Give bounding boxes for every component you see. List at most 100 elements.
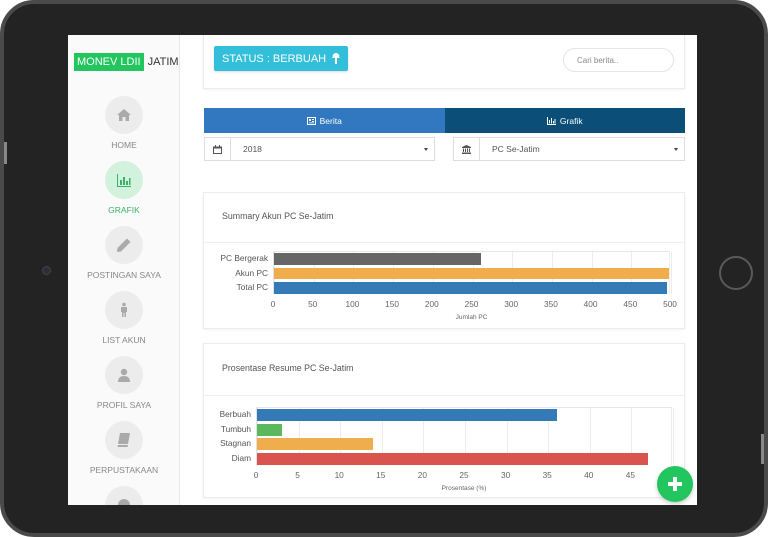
brand-logo[interactable]: MONEV LDII JATIM (74, 53, 179, 71)
x-tick-label: 500 (663, 299, 677, 309)
bar-tumbuh[interactable] (257, 423, 282, 436)
x-tick-label: 450 (623, 299, 638, 309)
gridline (673, 408, 674, 465)
bar-total-pc[interactable] (274, 282, 668, 294)
status-label: STATUS : BERBUAH (222, 52, 327, 65)
chart-title: Summary Akun PC Se-Jatim (222, 211, 334, 221)
x-tick-label: 400 (583, 299, 598, 309)
sidebar-item-postingan[interactable]: POSTINGAN SAYA (68, 226, 180, 280)
tab-grafik[interactable]: Grafik (444, 108, 685, 133)
bar-pc-bergerak[interactable] (274, 253, 482, 265)
sidebar-item-label: PERPUSTAKAAN (89, 465, 159, 475)
sidebar-item-perpustakaan[interactable]: PERPUSTAKAAN (68, 421, 180, 475)
x-tick-label: 20 (417, 470, 428, 480)
header-card: STATUS : BERBUAH Cari berita.. (203, 35, 685, 89)
percentage-chart: 0 5 10 15 20 25 30 35 40 45 Berbuah Tumbuh Stagnan Di… (204, 401, 686, 496)
sidebar-item-profil[interactable]: PROFIL SAYA (68, 356, 180, 410)
x-tick-label: 0 (253, 470, 259, 480)
region-select[interactable]: PC Se-Jatim (480, 138, 684, 160)
gridline (671, 252, 672, 294)
sidebar-item-help[interactable] (68, 486, 180, 505)
sidebar-item-label: LIST AKUN (102, 335, 146, 345)
institution-icon (462, 144, 471, 154)
help-icon (118, 499, 130, 505)
caret-down-icon (674, 147, 678, 151)
tab-label: Berita (319, 115, 342, 126)
sidebar-item-home[interactable]: HOME (68, 96, 180, 150)
x-tick-label: 150 (385, 299, 400, 309)
newspaper-icon (306, 116, 316, 125)
app-screen: MONEV LDII JATIM HOME GRAFIK POSTINGAN S… (68, 35, 697, 505)
x-tick-label: 35 (542, 470, 552, 480)
x-tick-label: 300 (504, 299, 519, 309)
chart-title: Prosentase Resume PC Se-Jatim (222, 363, 354, 373)
tab-berita[interactable]: Berita (204, 108, 445, 133)
plot-area (256, 407, 674, 465)
plot-area (273, 251, 672, 294)
divider (204, 395, 684, 396)
tree-icon (332, 53, 341, 64)
home-icon (117, 109, 131, 121)
main-content: STATUS : BERBUAH Cari berita.. Berita Gr… (180, 35, 697, 505)
x-tick-label: 40 (584, 470, 594, 480)
y-category-label: Tumbuh (220, 423, 251, 434)
plus-icon (668, 477, 682, 491)
x-tick-label: 5 (295, 470, 300, 480)
brand-rest: JATIM (147, 56, 179, 68)
bar-chart-icon (546, 116, 556, 125)
divider (204, 242, 684, 243)
home-button[interactable] (719, 256, 753, 290)
bar-chart-icon (117, 174, 131, 187)
x-tick-label: 25 (459, 470, 469, 480)
x-tick-label: 15 (376, 470, 386, 480)
tab-label: Grafik (559, 115, 583, 126)
y-category-label: Diam (231, 452, 251, 463)
x-axis-label: Jumlah PC (455, 314, 488, 321)
x-tick-label: 10 (334, 470, 344, 480)
y-category-label: Berbuah (219, 409, 251, 420)
x-tick-label: 100 (345, 299, 360, 309)
gridline (423, 408, 425, 465)
book-icon (117, 433, 130, 447)
bar-berbuah[interactable] (257, 409, 557, 422)
x-tick-label: 50 (308, 299, 318, 309)
add-post-button[interactable] (657, 466, 693, 502)
gridline (298, 408, 300, 465)
bar-diam[interactable] (257, 452, 649, 465)
brand-highlight: MONEV LDII (74, 53, 144, 71)
user-icon (118, 368, 130, 382)
year-select[interactable]: 2018 (231, 138, 434, 160)
summary-chart: 0 50 100 150 200 250 300 350 400 450 500 PC Bergera… (204, 248, 686, 328)
x-tick-label: 0 (270, 299, 276, 309)
search-input[interactable]: Cari berita.. (563, 48, 674, 72)
percentage-chart-card: Prosentase Resume PC Se-Jatim 0 5 10 15 20 25… (203, 343, 685, 498)
bar-stagnan[interactable] (257, 438, 374, 451)
sidebar-item-label: POSTINGAN SAYA (87, 270, 161, 280)
pencil-icon (117, 238, 131, 252)
gridline (589, 408, 591, 465)
sidebar-item-label: HOME (111, 140, 137, 150)
sidebar-item-list-akun[interactable]: LIST AKUN (68, 291, 180, 345)
status-button[interactable]: STATUS : BERBUAH (214, 46, 349, 71)
gridline (465, 408, 466, 465)
bar-akun-pc[interactable] (274, 267, 669, 280)
sidebar-item-label: GRAFIK (108, 205, 140, 215)
search-placeholder: Cari berita.. (577, 55, 619, 65)
x-tick-label: 200 (424, 299, 439, 309)
region-filter: PC Se-Jatim (453, 137, 685, 161)
sidebar-item-grafik[interactable]: GRAFIK (68, 161, 180, 215)
year-filter: 2018 (204, 137, 435, 161)
gridline (257, 408, 258, 465)
y-category-label: Akun PC (235, 267, 268, 278)
gridline (631, 408, 633, 465)
gridline (381, 408, 383, 465)
y-category-label: PC Bergerak (220, 253, 269, 264)
gridline (548, 408, 550, 465)
sidebar-item-label: PROFIL SAYA (96, 400, 152, 410)
x-axis-label: Prosentase (%) (441, 485, 487, 492)
year-select-value: 2018 (243, 144, 262, 154)
calendar-icon (213, 144, 222, 154)
x-tick-label: 30 (500, 470, 511, 480)
gridline (340, 408, 342, 465)
volume-button (4, 142, 7, 164)
